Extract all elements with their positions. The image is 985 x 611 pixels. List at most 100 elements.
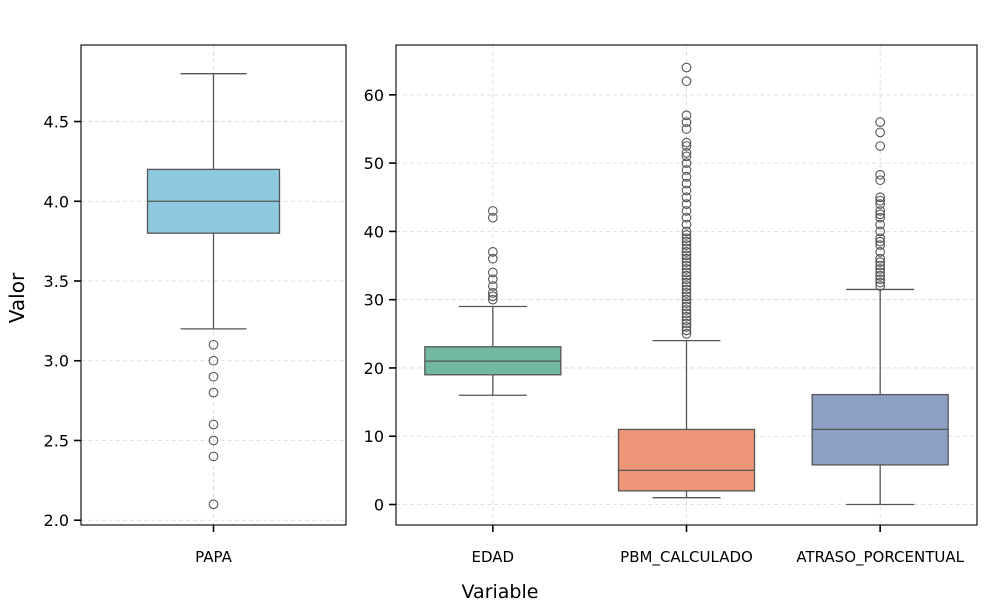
outlier-point xyxy=(875,117,886,128)
outlier-point xyxy=(681,274,692,285)
y-tick-label: 50 xyxy=(364,154,384,173)
x-tick-label-edad: EDAD xyxy=(472,548,515,566)
outlier-point xyxy=(681,165,692,175)
outlier-point xyxy=(875,233,886,244)
outlier-point xyxy=(875,264,886,274)
outlier-point xyxy=(681,267,692,278)
outlier-point xyxy=(487,281,498,291)
outlier-point xyxy=(208,451,219,462)
outlier-point xyxy=(208,435,219,446)
y-tick-label: 20 xyxy=(364,359,384,378)
x-tick-label-pbm-calculado: PBM_CALCULADO xyxy=(620,548,753,567)
box-papa xyxy=(146,73,281,510)
plot-frame xyxy=(395,44,978,526)
outlier-point xyxy=(681,308,692,319)
outlier-point xyxy=(208,419,219,430)
outlier-point xyxy=(681,178,692,189)
outlier-point xyxy=(208,499,219,510)
outlier-point xyxy=(875,212,886,223)
outlier-point xyxy=(875,236,886,247)
outlier-point xyxy=(875,199,886,209)
outlier-point xyxy=(208,355,219,366)
outlier-point xyxy=(875,192,886,203)
outlier-point xyxy=(681,260,692,271)
outlier-point xyxy=(681,185,692,196)
outlier-point xyxy=(681,328,692,339)
outlier-point xyxy=(681,270,692,281)
outlier-point xyxy=(681,226,692,237)
outlier-point xyxy=(487,247,498,257)
y-tick-label: 30 xyxy=(364,291,384,310)
plot-frame xyxy=(80,44,347,526)
outlier-point xyxy=(681,171,692,182)
outlier-point xyxy=(681,281,692,291)
outlier-point xyxy=(681,318,692,329)
outlier-point xyxy=(875,281,886,291)
outlier-point xyxy=(487,291,498,302)
y-tick-label: 0 xyxy=(374,496,384,515)
outlier-point xyxy=(487,288,498,298)
outlier-point xyxy=(681,158,692,168)
outlier-point xyxy=(875,277,886,288)
outlier-point xyxy=(875,206,886,216)
outlier-point xyxy=(681,294,692,305)
box-atraso-porcentual xyxy=(811,117,949,506)
outlier-point xyxy=(487,212,498,223)
outlier-point xyxy=(875,253,886,264)
outlier-point xyxy=(681,243,692,254)
outlier-point xyxy=(681,257,692,267)
outlier-point xyxy=(875,127,886,138)
outlier-point xyxy=(875,141,886,151)
outlier-point xyxy=(875,270,886,281)
outlier-point xyxy=(681,212,692,223)
outlier-point xyxy=(208,339,219,350)
y-tick-label: 60 xyxy=(364,86,384,105)
outlier-point xyxy=(681,233,692,244)
outlier-point xyxy=(681,253,692,264)
outlier-point xyxy=(208,387,219,398)
outlier-point xyxy=(681,236,692,247)
outlier-point xyxy=(875,169,886,180)
outlier-point xyxy=(681,264,692,274)
outlier-point xyxy=(681,288,692,298)
x-axis-label: Variable xyxy=(462,581,539,603)
outlier-point xyxy=(681,322,692,332)
outlier-point xyxy=(875,219,886,230)
outlier-point xyxy=(875,175,886,186)
box-edad xyxy=(424,206,562,396)
outlier-point xyxy=(487,206,498,216)
outlier-point xyxy=(875,209,886,220)
outlier-point xyxy=(681,240,692,250)
x-tick-label-papa: PAPA xyxy=(195,548,232,566)
y-tick-label: 40 xyxy=(364,222,384,241)
y-tick-label: 4.0 xyxy=(44,192,69,211)
outlier-point xyxy=(875,247,886,257)
outlier-point xyxy=(875,274,886,285)
outlier-point xyxy=(681,137,692,148)
outlier-point xyxy=(681,291,692,302)
outlier-point xyxy=(875,226,886,237)
outlier-point xyxy=(681,124,692,134)
y-tick-label: 10 xyxy=(364,427,384,446)
y-tick-label: 3.0 xyxy=(44,352,69,371)
outlier-point xyxy=(681,62,692,73)
outlier-point xyxy=(875,267,886,278)
outlier-point xyxy=(681,250,692,261)
outlier-point xyxy=(681,247,692,257)
outlier-point xyxy=(681,325,692,336)
y-axis-label: Valor xyxy=(5,272,29,323)
outlier-point xyxy=(681,277,692,288)
outlier-point xyxy=(487,294,498,305)
outlier-point xyxy=(681,284,692,295)
outlier-point xyxy=(487,253,498,264)
variables-boxplot-panel: 0 10 20 30 40 50 60 EDAD PBM_CALCULADO ATRASO_POR… xyxy=(364,44,978,567)
outlier-point xyxy=(681,110,692,121)
outlier-point xyxy=(875,257,886,267)
outlier-point xyxy=(681,117,692,128)
y-tick-label: 2.0 xyxy=(44,511,69,530)
outlier-point xyxy=(681,192,692,203)
outlier-point xyxy=(681,311,692,322)
outlier-point xyxy=(681,148,692,158)
outlier-point xyxy=(681,76,692,87)
